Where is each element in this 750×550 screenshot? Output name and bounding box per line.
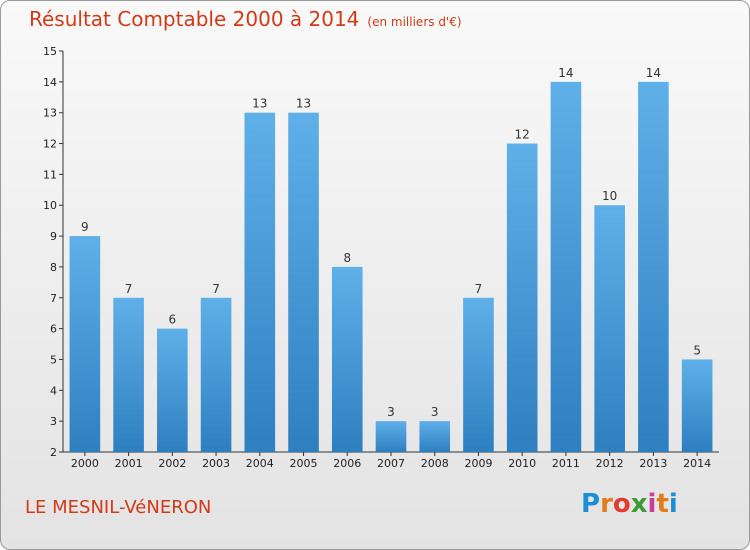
y-tick-label: 15	[43, 45, 57, 58]
x-tick-label: 2004	[246, 457, 274, 470]
bar	[419, 421, 451, 452]
bar	[681, 359, 713, 452]
logo-letter: i	[647, 489, 657, 519]
proxiti-logo: Proxiti	[581, 489, 678, 519]
bar	[550, 81, 582, 452]
logo-letter: i	[668, 489, 678, 519]
y-tick-label: 6	[50, 323, 57, 336]
bar-value-label: 14	[558, 66, 573, 80]
bar	[113, 297, 144, 452]
bar-value-label: 7	[125, 282, 133, 296]
y-tick-label: 9	[50, 230, 57, 243]
bar-value-label: 5	[693, 343, 701, 357]
bar	[200, 297, 232, 452]
bar-value-label: 3	[387, 405, 395, 419]
logo-letter: r	[600, 489, 613, 519]
bar-value-label: 13	[296, 97, 311, 111]
bar-value-label: 7	[475, 282, 483, 296]
logo-letter: P	[581, 489, 601, 519]
chart-title-text: Résultat Comptable 2000 à 2014	[29, 7, 360, 31]
bar	[69, 236, 101, 452]
x-tick-label: 2010	[508, 457, 536, 470]
bar-value-label: 3	[431, 405, 439, 419]
y-tick-label: 12	[43, 138, 57, 151]
bar	[594, 205, 625, 452]
x-tick-label: 2009	[464, 457, 492, 470]
x-tick-label: 2011	[552, 457, 580, 470]
bar	[506, 143, 538, 453]
place-name: LE MESNIL-VéNERON	[25, 497, 212, 518]
x-tick-label: 2012	[596, 457, 624, 470]
logo-letter: o	[612, 489, 631, 519]
y-tick-label: 13	[43, 107, 57, 120]
x-tick-label: 2005	[290, 457, 318, 470]
y-tick-label: 4	[50, 384, 57, 397]
bar-value-label: 6	[169, 313, 177, 327]
y-tick-label: 3	[50, 415, 57, 428]
x-tick-label: 2001	[115, 457, 143, 470]
y-tick-label: 10	[43, 199, 57, 212]
bar-value-label: 12	[515, 128, 530, 142]
x-tick-label: 2013	[639, 457, 667, 470]
bar-value-label: 9	[81, 220, 89, 234]
bar-value-label: 14	[646, 66, 661, 80]
bar	[375, 421, 407, 452]
y-tick-label: 11	[43, 168, 57, 181]
bar-value-label: 7	[212, 282, 220, 296]
chart-subtitle: (en milliers d'€)	[367, 15, 462, 29]
logo-letter: x	[630, 489, 648, 519]
y-tick-label: 14	[43, 76, 57, 89]
chart-title: Résultat Comptable 2000 à 2014 (en millie…	[29, 7, 462, 31]
y-tick-label: 5	[50, 353, 57, 366]
bar	[157, 328, 188, 452]
y-tick-label: 2	[50, 446, 57, 459]
x-tick-label: 2002	[158, 457, 186, 470]
x-tick-label: 2006	[333, 457, 361, 470]
bar	[244, 112, 276, 452]
x-tick-label: 2003	[202, 457, 230, 470]
logo-letter: t	[656, 489, 669, 519]
bar-value-label: 13	[252, 97, 267, 111]
x-tick-label: 2008	[421, 457, 449, 470]
y-tick-label: 8	[50, 261, 57, 274]
x-tick-label: 2014	[683, 457, 711, 470]
x-tick-label: 2007	[377, 457, 405, 470]
bar	[638, 81, 669, 452]
bar-value-label: 10	[602, 189, 617, 203]
x-tick-label: 2000	[71, 457, 99, 470]
bar-value-label: 8	[343, 251, 351, 265]
bar	[288, 112, 319, 452]
y-tick-label: 7	[50, 292, 57, 305]
bar	[331, 266, 363, 452]
bar	[463, 297, 494, 452]
